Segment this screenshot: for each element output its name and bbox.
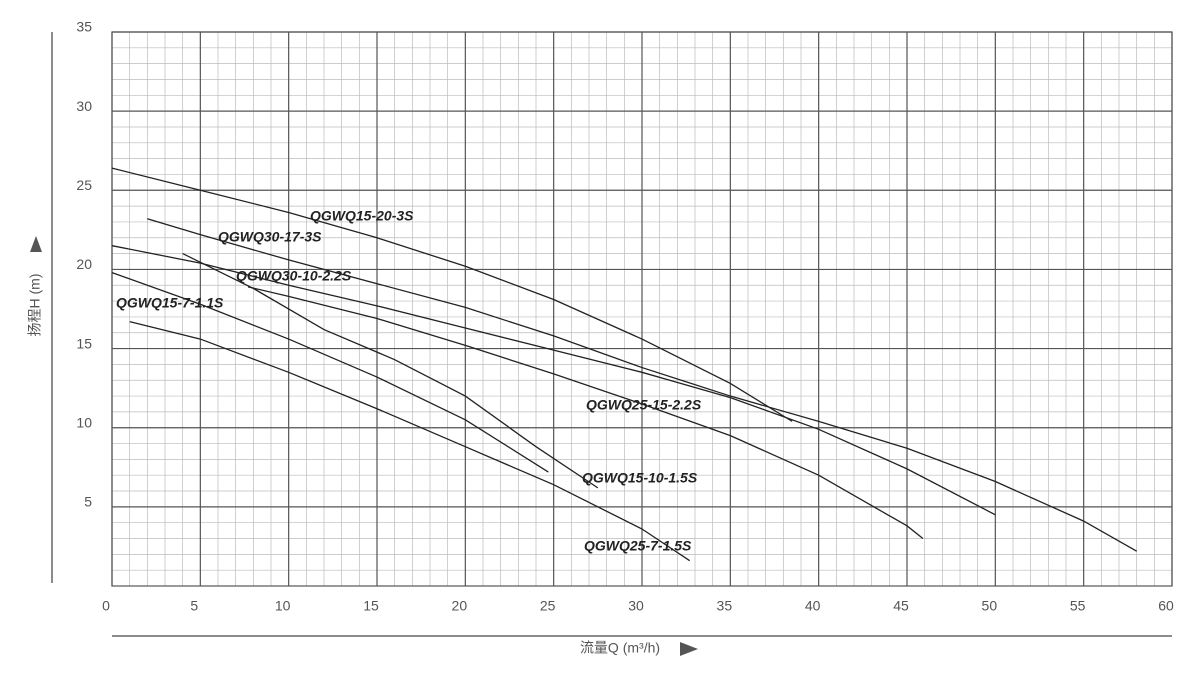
y-tick-label: 20 xyxy=(76,256,92,272)
curve-label: QGWQ30-17-3S xyxy=(218,229,322,245)
x-tick-label: 20 xyxy=(452,598,468,614)
x-tick-label: 25 xyxy=(540,598,556,614)
pump-curve xyxy=(111,245,996,516)
x-tick-label: 35 xyxy=(717,598,733,614)
curve-label: QGWQ25-7-1.5S xyxy=(584,538,692,554)
x-tick-label: 0 xyxy=(102,598,110,614)
x-axis-label: 流量Q (m³/h) xyxy=(580,640,660,656)
pump-curve xyxy=(147,218,1137,552)
pump-curve xyxy=(111,271,549,473)
y-tick-label: 30 xyxy=(76,98,92,114)
y-tick-label: 10 xyxy=(76,414,92,430)
x-tick-label: 30 xyxy=(628,598,644,614)
x-tick-label: 40 xyxy=(805,598,821,614)
y-tick-label: 5 xyxy=(84,494,92,510)
x-tick-label: 5 xyxy=(190,598,198,614)
y-tick-label: 15 xyxy=(76,335,92,351)
x-tick-label: 60 xyxy=(1158,598,1174,614)
x-tick-label: 15 xyxy=(363,598,379,614)
pump-curve xyxy=(182,253,599,489)
curve-label: QGWQ15-20-3S xyxy=(310,208,414,224)
pump-curve xyxy=(111,167,793,422)
x-tick-label: 50 xyxy=(982,598,998,614)
curve-label: QGWQ15-7-1.1S xyxy=(116,295,224,311)
x-tick-label: 55 xyxy=(1070,598,1086,614)
curve-label: QGWQ30-10-2.2S xyxy=(236,268,352,284)
x-tick-label: 45 xyxy=(893,598,909,614)
x-tick-label: 10 xyxy=(275,598,291,614)
pump-curve xyxy=(129,321,691,562)
y-axis-label: 扬程H (m) xyxy=(27,274,43,337)
x-axis-arrow xyxy=(680,642,698,656)
pump-curve xyxy=(247,286,924,540)
curve-label: QGWQ25-15-2.2S xyxy=(586,397,702,413)
y-tick-label: 25 xyxy=(76,177,92,193)
curve-label: QGWQ15-10-1.5S xyxy=(582,470,698,486)
y-tick-label: 35 xyxy=(76,19,92,35)
y-axis-arrow xyxy=(30,236,42,252)
